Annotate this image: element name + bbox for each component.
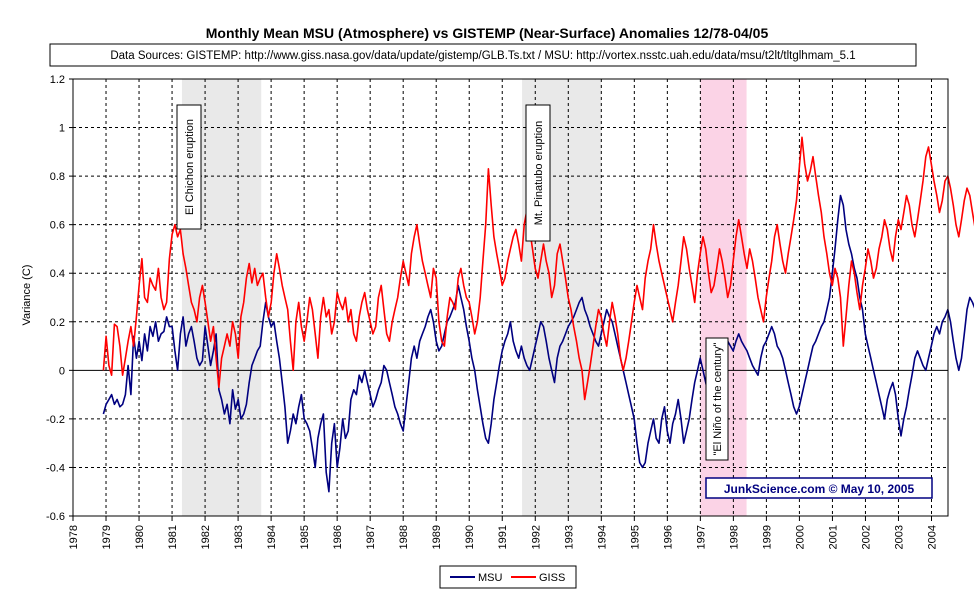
x-tick-label: 1986 — [332, 525, 344, 549]
credit-box — [705, 477, 933, 499]
y-tick-label: -0.6 — [46, 511, 65, 523]
y-tick-label: 0.4 — [50, 268, 65, 280]
y-tick-label: -0.4 — [46, 462, 65, 474]
x-tick-label: 1982 — [200, 525, 212, 549]
x-tick-label: 2002 — [860, 525, 872, 549]
legend: MSU GISS — [439, 565, 577, 589]
x-tick-label: 2004 — [926, 525, 938, 549]
x-tick-label: 2001 — [827, 525, 839, 549]
legend-box — [439, 565, 577, 589]
x-tick-label: 1989 — [431, 525, 443, 549]
x-tick-label: 1980 — [134, 525, 146, 549]
x-tick-label: 1981 — [167, 525, 179, 549]
annotation-label-box-2 — [705, 337, 729, 461]
x-tick-label: 1978 — [68, 525, 80, 549]
legend-giss-label: GISS — [539, 572, 565, 584]
x-tick-label: 1998 — [728, 525, 740, 549]
x-tick-label: 2000 — [794, 525, 806, 549]
data-sources-text: Data Sources: GISTEMP: http://www.giss.n… — [110, 50, 855, 62]
y-tick-label: 1.2 — [50, 74, 65, 86]
x-tick-label: 1999 — [761, 525, 773, 549]
x-tick-label: 1987 — [365, 525, 377, 549]
x-tick-label: 1993 — [563, 525, 575, 549]
y-tick-label: 1 — [59, 123, 65, 135]
y-tick-label: 0 — [59, 365, 65, 377]
annotation-label-box-1 — [525, 104, 551, 242]
y-tick-label: -0.2 — [46, 414, 65, 426]
source-box — [49, 43, 917, 67]
legend-msu-label: MSU — [478, 572, 503, 584]
x-tick-label: 1985 — [299, 525, 311, 549]
x-tick-label: 1996 — [662, 525, 674, 549]
x-tick-label: 1994 — [596, 525, 608, 549]
series-line-giss — [102, 136, 974, 401]
y-tick-label: 0.8 — [50, 171, 65, 183]
annotation-label-1: Mt. Pinatubo eruption — [533, 121, 545, 226]
series-line-msu — [102, 194, 974, 493]
x-tick-label: 1997 — [695, 525, 707, 549]
x-tick-label: 1988 — [398, 525, 410, 549]
y-tick-label: 0.2 — [50, 317, 65, 329]
annotation-label-0: El Chichon eruption — [184, 119, 196, 215]
annotation-label-2: "El Niño of the century" — [712, 342, 724, 455]
x-tick-label: 1990 — [464, 525, 476, 549]
y-axis-label: Variance (C) — [21, 265, 33, 326]
x-tick-label: 2003 — [893, 525, 905, 549]
chart-title: Monthly Mean MSU (Atmosphere) vs GISTEMP… — [206, 25, 769, 41]
x-tick-label: 1991 — [497, 525, 509, 549]
annotation-label-box-0 — [176, 104, 202, 230]
x-tick-label: 1992 — [530, 525, 542, 549]
y-tick-label: 0.6 — [50, 220, 65, 232]
plot-border — [72, 78, 949, 517]
x-tick-label: 1979 — [101, 525, 113, 549]
x-tick-label: 1984 — [266, 525, 278, 549]
credit-text: JunkScience.com © May 10, 2005 — [724, 482, 915, 496]
x-tick-label: 1995 — [629, 525, 641, 549]
x-tick-label: 1983 — [233, 525, 245, 549]
